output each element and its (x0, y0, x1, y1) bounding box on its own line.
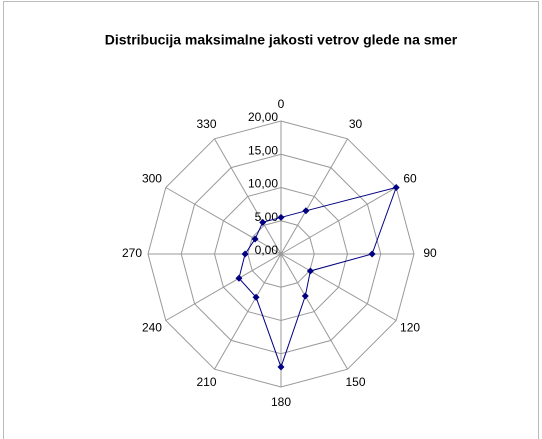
spoke (280, 253, 348, 370)
spoke (280, 253, 397, 321)
marker (368, 250, 376, 258)
marker (251, 235, 259, 243)
marker (301, 292, 309, 300)
marker (392, 184, 400, 191)
spoke (214, 253, 282, 370)
spoke (214, 138, 282, 255)
category-label: 0 (278, 97, 285, 111)
category-label: 150 (345, 375, 365, 389)
category-label: 270 (122, 246, 142, 260)
category-label: 240 (142, 321, 162, 335)
chart-title: Distribucija maksimalne jakosti vetrov g… (105, 32, 458, 48)
spoke (280, 187, 397, 255)
category-label: 120 (400, 321, 420, 335)
category-label: 300 (142, 172, 162, 186)
category-label: 60 (403, 172, 417, 186)
r-tick-label: 5,00 (255, 210, 279, 224)
marker (277, 213, 285, 221)
spoke (280, 138, 348, 255)
marker (252, 293, 260, 301)
marker (259, 218, 267, 226)
spoke (165, 253, 282, 321)
r-tick-label: 20,00 (248, 110, 278, 124)
spoke (165, 187, 282, 255)
category-label: 90 (423, 246, 437, 260)
category-label: 210 (196, 375, 216, 389)
marker (241, 250, 249, 258)
marker (302, 207, 310, 215)
category-label: 330 (196, 117, 216, 131)
category-label: 180 (271, 395, 291, 409)
marker (235, 274, 243, 282)
r-tick-label: 0,00 (255, 243, 279, 257)
category-label: 30 (349, 117, 363, 131)
r-tick-label: 15,00 (248, 143, 278, 157)
marker (277, 363, 285, 371)
marker (306, 267, 314, 275)
r-tick-label: 10,00 (248, 177, 278, 191)
